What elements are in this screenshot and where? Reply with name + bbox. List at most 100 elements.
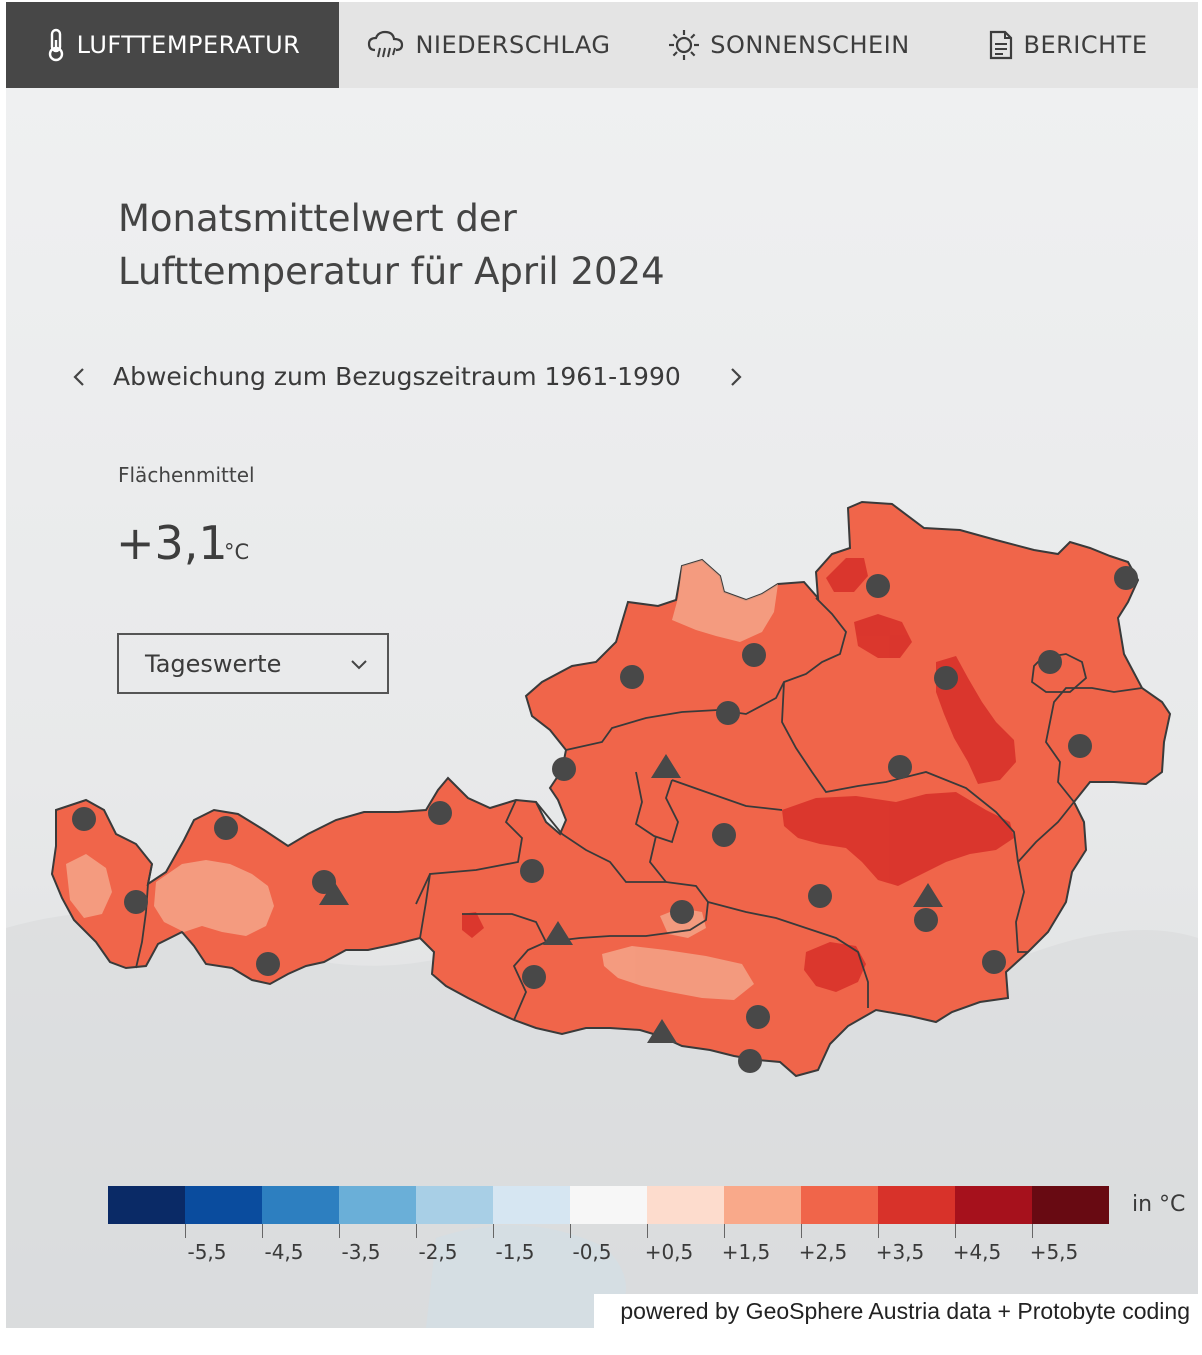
tab-label: NIEDERSCHLAG: [415, 31, 611, 59]
page-title: Monatsmittelwert der Lufttemperatur für …: [118, 192, 818, 298]
legend-tick-mark: [955, 1224, 956, 1238]
state-borders: [135, 597, 1143, 1021]
legend-swatch: [570, 1186, 647, 1224]
legend-tick-label: +3,5: [875, 1240, 925, 1264]
station-marker[interactable]: [1068, 734, 1092, 758]
legend-tick-label: +0,5: [644, 1240, 694, 1264]
next-button[interactable]: [721, 360, 751, 394]
legend-tick-mark: [647, 1224, 648, 1238]
cooler-areas: [66, 560, 778, 1000]
station-marker[interactable]: [742, 643, 766, 667]
color-legend: -5,5 -4,5 -3,5 -2,5 -1,5 -0,5 +0,5 +1,5 +2,5 +3,5…: [108, 1186, 1109, 1274]
previous-button[interactable]: [64, 360, 94, 394]
legend-ticks: -5,5 -4,5 -3,5 -2,5 -1,5 -0,5 +0,5 +1,5 +2,5 +3,5…: [108, 1224, 1109, 1274]
station-marker[interactable]: [934, 666, 958, 690]
station-marker[interactable]: [620, 665, 644, 689]
station-marker[interactable]: [888, 755, 912, 779]
legend-tick-label: -4,5: [264, 1240, 304, 1264]
legend-tick-label: +4,5: [952, 1240, 1002, 1264]
station-marker[interactable]: [428, 801, 452, 825]
austria-map: [50, 500, 1172, 1078]
station-marker[interactable]: [552, 757, 576, 781]
legend-tick-label: +5,5: [1029, 1240, 1079, 1264]
station-marker[interactable]: [914, 908, 938, 932]
legend-tick-mark: [570, 1224, 571, 1238]
station-marker[interactable]: [866, 574, 890, 598]
station-marker[interactable]: [520, 859, 544, 883]
mountain-station-marker[interactable]: [543, 921, 573, 945]
mountain-station-marker[interactable]: [913, 883, 943, 907]
legend-tick-label: +2,5: [798, 1240, 848, 1264]
legend-swatch: [108, 1186, 185, 1224]
legend-swatch: [416, 1186, 493, 1224]
legend-swatch: [185, 1186, 262, 1224]
area-mean-unit: °C: [224, 540, 250, 564]
legend-swatch: [647, 1186, 724, 1224]
rain-cloud-icon: [368, 30, 404, 58]
legend-swatch: [878, 1186, 955, 1224]
tab-label: LUFTTEMPERATUR: [76, 31, 301, 59]
chevron-left-icon: [73, 368, 84, 386]
legend-tick-mark: [185, 1224, 186, 1238]
legend-unit: in °C: [1132, 1192, 1186, 1217]
station-markers: [72, 566, 1138, 1073]
tab-sonnenschein[interactable]: SONNENSCHEIN: [639, 2, 939, 88]
legend-color-bar: [108, 1186, 1109, 1224]
legend-swatch: [724, 1186, 801, 1224]
area-mean-value: +3,1: [116, 516, 228, 570]
legend-tick-mark: [1032, 1224, 1033, 1238]
legend-tick-mark: [493, 1224, 494, 1238]
title-line-1: Monatsmittelwert der: [118, 197, 517, 240]
tab-lufttemperatur[interactable]: LUFTTEMPERATUR: [6, 2, 339, 88]
station-marker[interactable]: [670, 900, 694, 924]
legend-tick-label: +1,5: [721, 1240, 771, 1264]
station-marker[interactable]: [712, 823, 736, 847]
legend-swatch: [955, 1186, 1032, 1224]
document-icon: [990, 30, 1013, 60]
legend-tick-label: -2,5: [418, 1240, 458, 1264]
mountain-station-marker[interactable]: [319, 881, 349, 905]
legend-tick-label: -5,5: [187, 1240, 227, 1264]
legend-tick-mark: [262, 1224, 263, 1238]
station-marker[interactable]: [982, 950, 1006, 974]
station-marker[interactable]: [256, 952, 280, 976]
legend-tick-mark: [801, 1224, 802, 1238]
station-marker[interactable]: [124, 890, 148, 914]
legend-swatch: [1032, 1186, 1109, 1224]
chevron-down-icon: [351, 659, 367, 669]
legend-tick-mark: [339, 1224, 340, 1238]
mountain-station-marker[interactable]: [651, 754, 681, 778]
legend-swatch: [801, 1186, 878, 1224]
mountain-station-marker[interactable]: [647, 1019, 677, 1043]
legend-swatch: [493, 1186, 570, 1224]
station-marker[interactable]: [522, 965, 546, 989]
app-window: LUFTTEMPERATUR NIEDERSCHLAG: [6, 2, 1198, 1328]
station-marker[interactable]: [1038, 650, 1062, 674]
station-marker[interactable]: [72, 807, 96, 831]
tab-niederschlag[interactable]: NIEDERSCHLAG: [339, 2, 639, 88]
station-marker[interactable]: [738, 1049, 762, 1073]
station-marker[interactable]: [1114, 566, 1138, 590]
legend-tick-mark: [416, 1224, 417, 1238]
chevron-right-icon: [731, 368, 742, 386]
station-marker[interactable]: [746, 1005, 770, 1029]
temperature-layer: [50, 500, 1172, 1078]
tab-label: BERICHTE: [1023, 31, 1148, 59]
warmer-areas: [462, 558, 1016, 992]
legend-tick-label: -0,5: [572, 1240, 612, 1264]
station-marker[interactable]: [808, 884, 832, 908]
tab-berichte[interactable]: BERICHTE: [939, 2, 1198, 88]
sun-icon: [669, 30, 700, 60]
top-navigation: LUFTTEMPERATUR NIEDERSCHLAG: [6, 2, 1198, 88]
legend-tick-label: -1,5: [495, 1240, 535, 1264]
reference-period-label: Abweichung zum Bezugszeitraum 1961-1990: [113, 362, 681, 391]
station-marker[interactable]: [214, 816, 238, 840]
legend-tick-mark: [878, 1224, 879, 1238]
station-marker[interactable]: [716, 701, 740, 725]
legend-swatch: [339, 1186, 416, 1224]
austria-outline: [50, 500, 1172, 1078]
tab-label: SONNENSCHEIN: [710, 31, 910, 59]
area-mean-label: Flächenmittel: [118, 463, 255, 487]
legend-tick-label: -3,5: [341, 1240, 381, 1264]
value-type-select[interactable]: Tageswerte: [117, 633, 389, 694]
